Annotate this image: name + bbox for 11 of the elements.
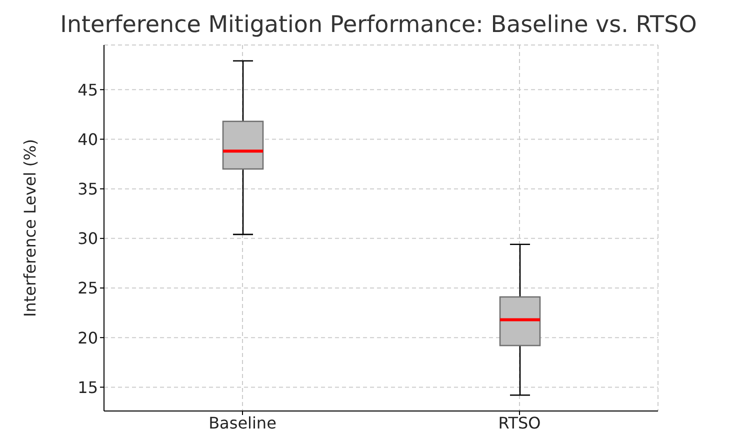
y-tick-label: 20 <box>78 328 98 348</box>
y-tick-label: 30 <box>78 229 98 248</box>
y-tick-label: 40 <box>78 130 98 149</box>
x-tick-label: Baseline <box>208 413 276 432</box>
y-tick-label: 45 <box>78 80 98 100</box>
chart-title: Interference Mitigation Performance: Baseline vs. RTSO <box>59 12 698 38</box>
y-tick-label: 25 <box>78 278 98 298</box>
y-axis-title: Interference Level (%) <box>20 139 40 317</box>
y-tick-label: 15 <box>78 378 98 397</box>
y-tick-label: 35 <box>78 180 98 198</box>
x-tick-label: RTSO <box>498 413 541 432</box>
